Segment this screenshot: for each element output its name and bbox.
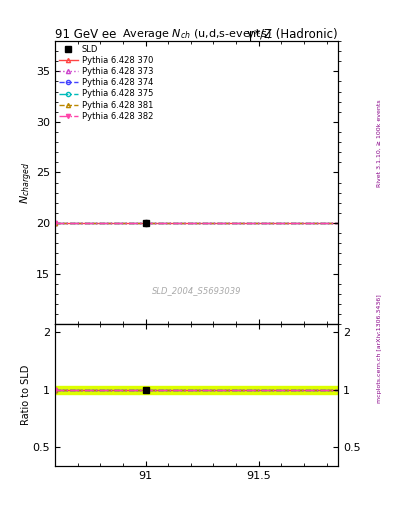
Text: Rivet 3.1.10, ≥ 100k events: Rivet 3.1.10, ≥ 100k events — [377, 99, 382, 187]
Text: 91 GeV ee: 91 GeV ee — [55, 28, 116, 41]
Text: mcplots.cern.ch [arXiv:1306.3436]: mcplots.cern.ch [arXiv:1306.3436] — [377, 294, 382, 402]
Text: γ*/Z (Hadronic): γ*/Z (Hadronic) — [247, 28, 338, 41]
Text: SLD_2004_S5693039: SLD_2004_S5693039 — [152, 286, 241, 295]
Legend: SLD, Pythia 6.428 370, Pythia 6.428 373, Pythia 6.428 374, Pythia 6.428 375, Pyt: SLD, Pythia 6.428 370, Pythia 6.428 373,… — [57, 44, 155, 122]
Y-axis label: $N_{charged}$: $N_{charged}$ — [18, 161, 35, 204]
Title: Average $N_{ch}$ (u,d,s-events): Average $N_{ch}$ (u,d,s-events) — [122, 27, 271, 41]
Y-axis label: Ratio to SLD: Ratio to SLD — [21, 365, 31, 425]
